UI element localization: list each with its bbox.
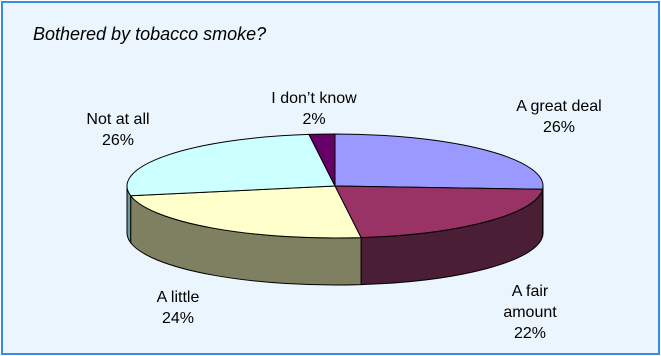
chart-title: Bothered by tobacco smoke? bbox=[33, 24, 266, 44]
slice-label-line-0-0: A great deal bbox=[516, 98, 601, 115]
slice-label-0: A great deal 26% bbox=[516, 98, 601, 136]
pie-slice-0 bbox=[334, 133, 544, 190]
slice-label-1: A fair amount 22% bbox=[503, 283, 557, 342]
slice-label-line-1-2: 22% bbox=[514, 325, 546, 342]
slice-label-line-3-1: 26% bbox=[102, 132, 134, 149]
slice-label-line-0-1: 26% bbox=[543, 119, 575, 136]
slice-label-line-1-1: amount bbox=[503, 304, 557, 321]
pie-labels: A great deal 26% A fair amount 22% A little 24… bbox=[86, 90, 601, 342]
slice-label-line-2-1: 24% bbox=[162, 310, 194, 327]
pie-slice-2 bbox=[129, 185, 362, 239]
slice-label-line-4-0: I don’t know bbox=[271, 90, 357, 107]
slice-label-4: I don’t know 2% bbox=[271, 90, 357, 128]
slice-label-line-2-0: A little bbox=[157, 289, 200, 306]
slice-label-line-3-0: Not at all bbox=[86, 111, 149, 128]
pie-tops bbox=[126, 133, 544, 239]
slice-label-line-1-0: A fair bbox=[512, 283, 549, 300]
slice-label-2: A little 24% bbox=[157, 289, 200, 327]
pie-slice-4 bbox=[308, 133, 336, 187]
pie-slice-1 bbox=[334, 185, 544, 239]
slice-label-3: Not at all 26% bbox=[86, 111, 149, 149]
pie-slice-3 bbox=[126, 133, 336, 197]
slice-label-line-4-1: 2% bbox=[302, 111, 325, 128]
